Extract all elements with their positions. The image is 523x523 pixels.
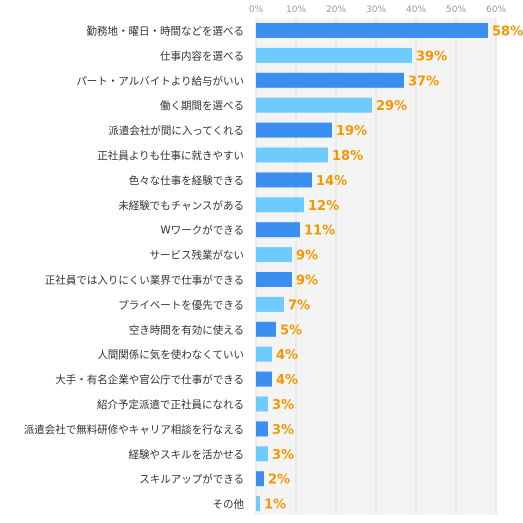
bar [256, 97, 372, 113]
x-tick-label: 40% [406, 5, 426, 15]
value-label: 12% [308, 199, 339, 214]
bar [256, 197, 304, 213]
category-label: 未経験でもチャンスがある [118, 199, 244, 212]
category-label: その他 [213, 498, 245, 511]
value-label: 58% [492, 25, 523, 40]
category-label: 正社員では入りにくい業界で仕事ができる [45, 274, 244, 287]
category-label: 空き時間を有効に使える [129, 323, 244, 336]
x-tick-label: 20% [326, 5, 346, 15]
value-label: 5% [280, 323, 302, 338]
value-label: 1% [264, 498, 286, 513]
category-label: 色々な仕事を経験できる [129, 174, 244, 187]
category-label: 働く期間を選べる [160, 99, 244, 112]
category-label: 勤務地・曜日・時間などを選べる [87, 25, 245, 38]
bar [256, 122, 332, 138]
category-label: 正社員よりも仕事に就きやすい [97, 149, 244, 162]
value-label: 3% [272, 398, 294, 413]
value-label: 37% [408, 74, 439, 89]
x-tick-label: 0% [249, 5, 264, 15]
bar [256, 172, 312, 188]
value-label: 9% [296, 274, 318, 289]
category-label: 経験やスキルを活かせる [129, 448, 245, 461]
category-label: Wワークができる [160, 224, 244, 237]
value-label: 11% [304, 224, 335, 239]
category-label: 派遣会社が間に入ってくれる [108, 124, 244, 137]
bar [256, 496, 260, 512]
bar [256, 346, 272, 362]
bar [256, 396, 268, 412]
value-label: 18% [332, 149, 363, 164]
bar [256, 23, 488, 38]
value-label: 39% [416, 49, 447, 64]
bar [256, 222, 300, 238]
bar [256, 421, 268, 437]
bar [256, 371, 272, 387]
bar [256, 321, 276, 337]
bar [256, 471, 264, 487]
value-label: 2% [268, 473, 290, 488]
category-label: プライベートを優先できる [118, 298, 244, 311]
bar [256, 147, 328, 163]
value-label: 4% [276, 373, 298, 388]
x-tick-label: 60% [486, 5, 506, 15]
value-label: 3% [272, 423, 294, 438]
category-label: 人間関係に気を使わなくていい [97, 348, 244, 361]
bar [256, 72, 404, 88]
category-label: 大手・有名企業や官公庁で仕事ができる [55, 373, 244, 386]
value-label: 7% [288, 298, 310, 313]
category-label: サービス残業がない [150, 249, 245, 262]
bar [256, 296, 284, 312]
category-label: 紹介予定派遣で正社員になれる [97, 398, 244, 411]
x-tick-label: 50% [446, 5, 466, 15]
value-label: 19% [336, 124, 367, 139]
value-label: 4% [276, 348, 298, 363]
x-tick-label: 30% [366, 5, 386, 15]
value-label: 29% [376, 99, 407, 114]
category-label: 派遣会社で無料研修やキャリア相談を行なえる [24, 423, 244, 436]
value-label: 14% [316, 174, 347, 189]
bar [256, 446, 268, 462]
bar [256, 272, 292, 287]
category-label: 仕事内容を選べる [160, 49, 244, 62]
value-label: 3% [272, 448, 294, 463]
category-label: パート・アルバイトより給与がいい [76, 74, 244, 87]
category-label: スキルアップができる [139, 473, 244, 486]
x-tick-label: 10% [286, 5, 306, 15]
bar [256, 247, 292, 263]
value-label: 9% [296, 249, 318, 264]
bar [256, 47, 412, 63]
